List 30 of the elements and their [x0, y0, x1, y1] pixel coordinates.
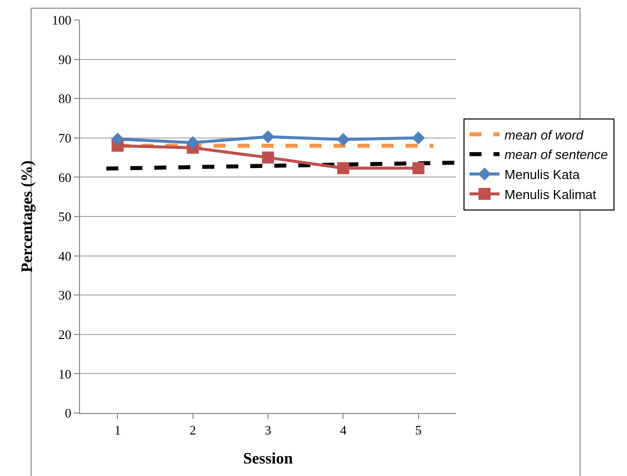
legend-label: mean of sentence	[504, 147, 608, 162]
y-tick-label: 50	[58, 209, 72, 224]
y-tick-label: 80	[58, 91, 72, 106]
point	[337, 162, 350, 174]
x-tick-label: 4	[340, 422, 347, 438]
point	[111, 132, 124, 146]
point	[412, 162, 424, 174]
y-tick-label: 60	[58, 170, 72, 185]
y-axis-title: Percentages (%)	[18, 160, 36, 273]
x-tick-label: 1	[114, 422, 121, 438]
y-tick-label: 40	[58, 248, 72, 264]
point	[262, 130, 274, 144]
point	[412, 131, 425, 144]
legend-label: mean of word	[504, 127, 584, 142]
legend-label: Menulis Kata	[504, 167, 580, 182]
y-tick-label: 10	[58, 366, 72, 382]
y-tick-label: 100	[52, 12, 72, 28]
x-tick-label: 3	[264, 422, 272, 438]
y-tick-label: 30	[58, 288, 72, 303]
point	[186, 136, 200, 150]
x-tick-label: 5	[415, 422, 422, 438]
y-tick-label: 90	[58, 52, 72, 67]
x-axis-title: Session	[243, 450, 293, 468]
y-tick-label: 0	[64, 406, 72, 421]
y-tick-label: 70	[58, 130, 72, 146]
x-tick-label: 2	[190, 422, 196, 438]
legend-label: Menulis Kalimat	[504, 186, 597, 202]
y-tick-label: 20	[58, 326, 72, 342]
point	[336, 132, 350, 146]
point	[262, 152, 274, 164]
